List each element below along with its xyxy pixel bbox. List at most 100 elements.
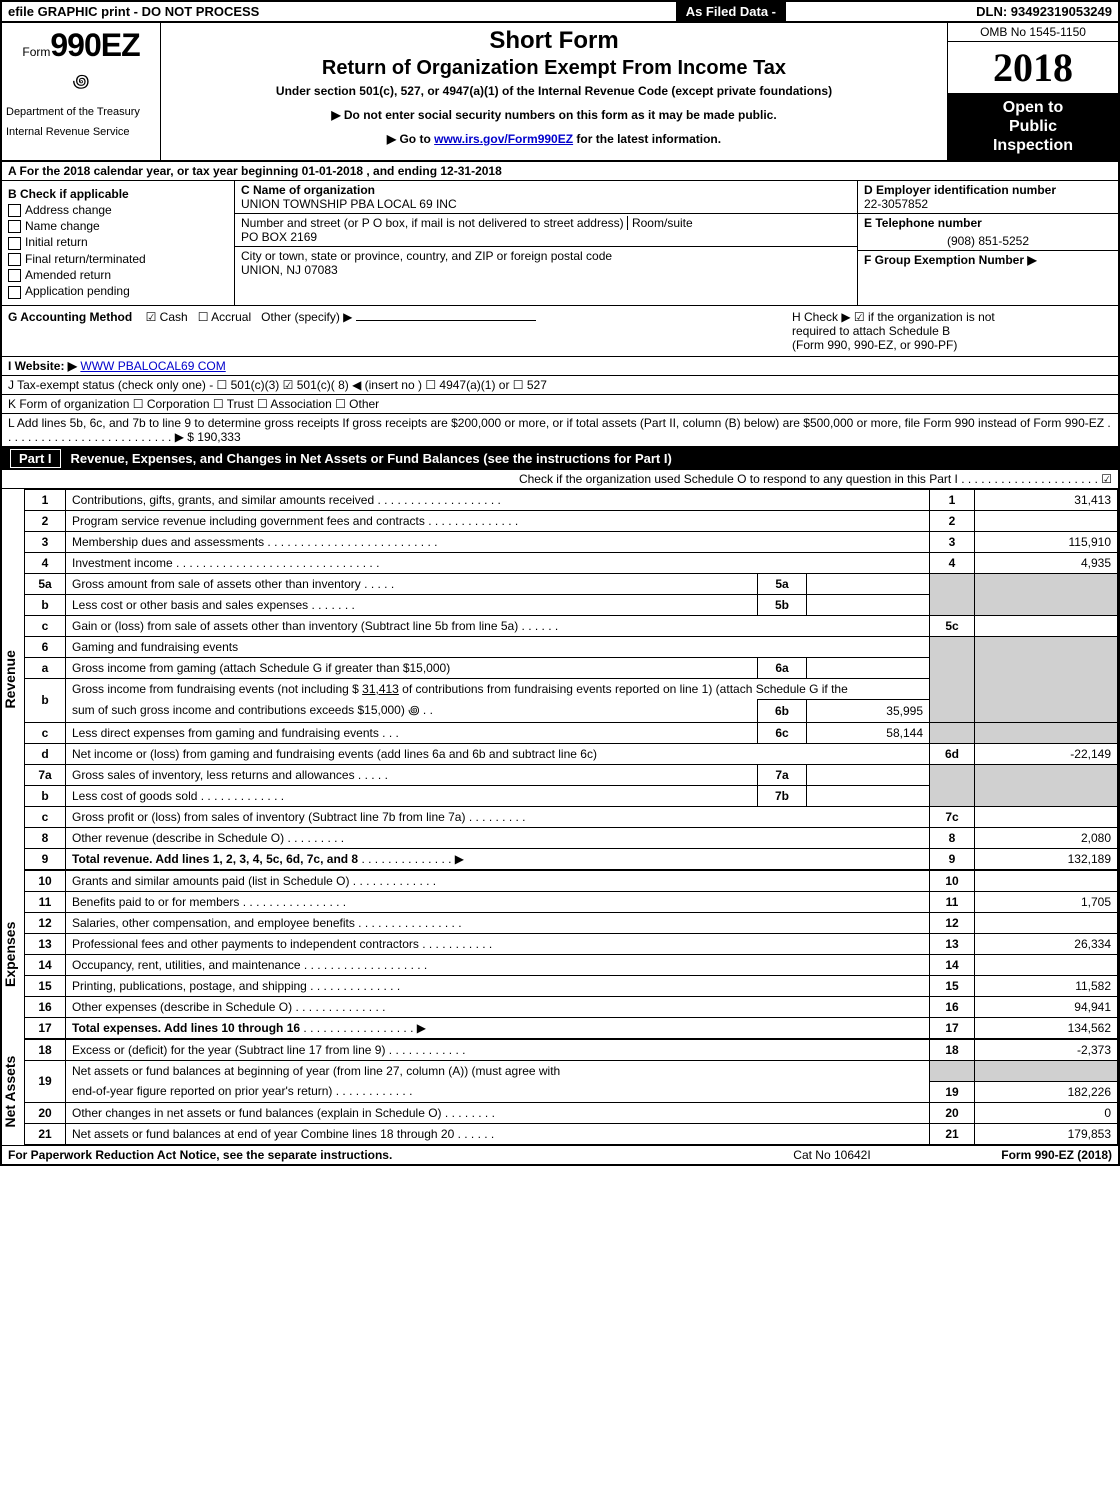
line15-num: 15	[930, 976, 975, 997]
header-row: Form990EZ ꩜ Department of the Treasury I…	[2, 23, 1118, 162]
public: Public	[952, 117, 1114, 136]
g-label: G Accounting Method	[8, 310, 132, 324]
check-final-return[interactable]: Final return/terminated	[8, 252, 228, 266]
under-section: Under section 501(c), 527, or 4947(a)(1)…	[169, 84, 939, 98]
line8-num: 8	[930, 828, 975, 849]
form-prefix: Form	[22, 45, 50, 59]
omb-number: OMB No 1545-1150	[948, 23, 1118, 42]
line2-amt	[975, 510, 1118, 531]
line19-num: 19	[930, 1081, 975, 1102]
line5a-subval	[807, 573, 930, 594]
return-title: Return of Organization Exempt From Incom…	[169, 57, 939, 80]
line5c-desc: Gain or (loss) from sale of assets other…	[72, 619, 518, 633]
line11-num: 11	[930, 892, 975, 913]
line7b-subval	[807, 786, 930, 807]
line13-amt: 26,334	[975, 934, 1118, 955]
as-filed-label: As Filed Data -	[676, 2, 786, 21]
line6d-num: 6d	[930, 744, 975, 765]
check-address-change[interactable]: Address change	[8, 203, 228, 217]
f-label: F Group Exemption Number ▶	[864, 253, 1112, 267]
g-other[interactable]: Other (specify) ▶	[261, 310, 352, 324]
part1-label: Part I	[10, 449, 61, 468]
street-label: Number and street (or P O box, if mail i…	[241, 216, 624, 230]
line14-num: 14	[930, 955, 975, 976]
check-application-pending[interactable]: Application pending	[8, 284, 228, 298]
line6b-desc3: sum of such gross income and contributio…	[72, 703, 408, 717]
irs-link[interactable]: www.irs.gov/Form990EZ	[434, 132, 573, 146]
line20-num: 20	[930, 1102, 975, 1123]
line4-desc: Investment income	[72, 556, 173, 570]
line16-desc: Other expenses (describe in Schedule O)	[72, 1000, 292, 1014]
line16-amt: 94,941	[975, 997, 1118, 1018]
line5b-subval	[807, 594, 930, 615]
part1-title: Revenue, Expenses, and Changes in Net As…	[71, 451, 672, 466]
line10-amt	[975, 871, 1118, 892]
part1-check: Check if the organization used Schedule …	[2, 470, 1118, 489]
dln-number: DLN: 93492319053249	[906, 2, 1118, 21]
right-column: D Employer identification number 22-3057…	[857, 181, 1118, 305]
checkboxes-column: B Check if applicable Address change Nam…	[2, 181, 235, 305]
topbar: efile GRAPHIC print - DO NOT PROCESS As …	[2, 2, 1118, 23]
line6a-sub: 6a	[758, 657, 807, 678]
e-value: (908) 851-5252	[864, 230, 1112, 248]
expenses-label: Expenses	[2, 870, 24, 1039]
line9-desc: Total revenue. Add lines 1, 2, 3, 4, 5c,…	[72, 852, 358, 866]
city-value: UNION, NJ 07083	[241, 263, 851, 277]
k-form-org: K Form of organization ☐ Corporation ☐ T…	[2, 395, 1118, 414]
efile-notice: efile GRAPHIC print - DO NOT PROCESS	[2, 2, 676, 21]
line2-desc: Program service revenue including govern…	[72, 514, 425, 528]
line4-num: 4	[930, 552, 975, 573]
expenses-section: Expenses 10Grants and similar amounts pa…	[2, 870, 1118, 1039]
e-phone-cell: E Telephone number (908) 851-5252	[858, 214, 1118, 251]
line1-desc: Contributions, gifts, grants, and simila…	[72, 493, 374, 507]
room-label: Room/suite	[627, 216, 693, 230]
g-accrual[interactable]: ☐ Accrual	[198, 310, 251, 324]
line6a-subval	[807, 657, 930, 678]
f-group-cell: F Group Exemption Number ▶	[858, 251, 1118, 269]
header-center: Short Form Return of Organization Exempt…	[161, 23, 947, 160]
line6d-desc: Net income or (loss) from gaming and fun…	[66, 744, 930, 765]
expenses-table: 10Grants and similar amounts paid (list …	[24, 870, 1118, 1039]
gh-row: G Accounting Method ☑ Cash ☐ Accrual Oth…	[2, 306, 1118, 357]
line1-amt: 31,413	[975, 489, 1118, 510]
line5b-sub: 5b	[758, 594, 807, 615]
netassets-section: Net Assets 18Excess or (deficit) for the…	[2, 1039, 1118, 1145]
line6b-sub: 6b	[758, 699, 807, 723]
line6b-desc1: Gross income from fundraising events (no…	[72, 682, 362, 696]
line5a-desc: Gross amount from sale of assets other t…	[72, 577, 361, 591]
footer-left: For Paperwork Reduction Act Notice, see …	[8, 1148, 732, 1162]
line-a: A For the 2018 calendar year, or tax yea…	[2, 162, 1118, 181]
form-number: 990EZ	[50, 27, 139, 63]
line3-num: 3	[930, 531, 975, 552]
check-amended-return[interactable]: Amended return	[8, 268, 228, 282]
netassets-table: 18Excess or (deficit) for the year (Subt…	[24, 1039, 1118, 1145]
line7a-sub: 7a	[758, 765, 807, 786]
short-form-title: Short Form	[169, 27, 939, 55]
line5c-amt	[975, 615, 1118, 636]
line7b-desc: Less cost of goods sold	[72, 789, 197, 803]
line6c-sub: 6c	[758, 723, 807, 744]
line14-desc: Occupancy, rent, utilities, and maintena…	[72, 958, 301, 972]
form-990ez-page: efile GRAPHIC print - DO NOT PROCESS As …	[0, 0, 1120, 1166]
line6-desc: Gaming and fundraising events	[66, 636, 930, 657]
d-value: 22-3057852	[864, 197, 1112, 211]
i-value[interactable]: WWW PBALOCAL69 COM	[80, 359, 225, 373]
h-line3: (Form 990, 990-EZ, or 990-PF)	[792, 338, 1112, 352]
g-other-line[interactable]	[356, 320, 536, 321]
line9-amt: 132,189	[975, 849, 1118, 870]
g-cash[interactable]: ☑ Cash	[146, 310, 188, 324]
l-text: L Add lines 5b, 6c, and 7b to line 9 to …	[8, 416, 1111, 444]
l-amount: 190,333	[197, 430, 240, 444]
footer-mid: Cat No 10642I	[732, 1148, 932, 1162]
line2-num: 2	[930, 510, 975, 531]
check-initial-return[interactable]: Initial return	[8, 235, 228, 249]
line18-amt: -2,373	[975, 1040, 1118, 1061]
b-heading: B Check if applicable	[8, 187, 228, 201]
goto-notice: ▶ Go to www.irs.gov/Form990EZ for the la…	[169, 132, 939, 146]
street-value: PO BOX 2169	[241, 230, 851, 244]
open-to: Open to	[952, 98, 1114, 117]
check-name-change[interactable]: Name change	[8, 219, 228, 233]
line18-desc: Excess or (deficit) for the year (Subtra…	[72, 1043, 385, 1057]
line5b-desc: Less cost or other basis and sales expen…	[72, 598, 308, 612]
line1-num: 1	[930, 489, 975, 510]
